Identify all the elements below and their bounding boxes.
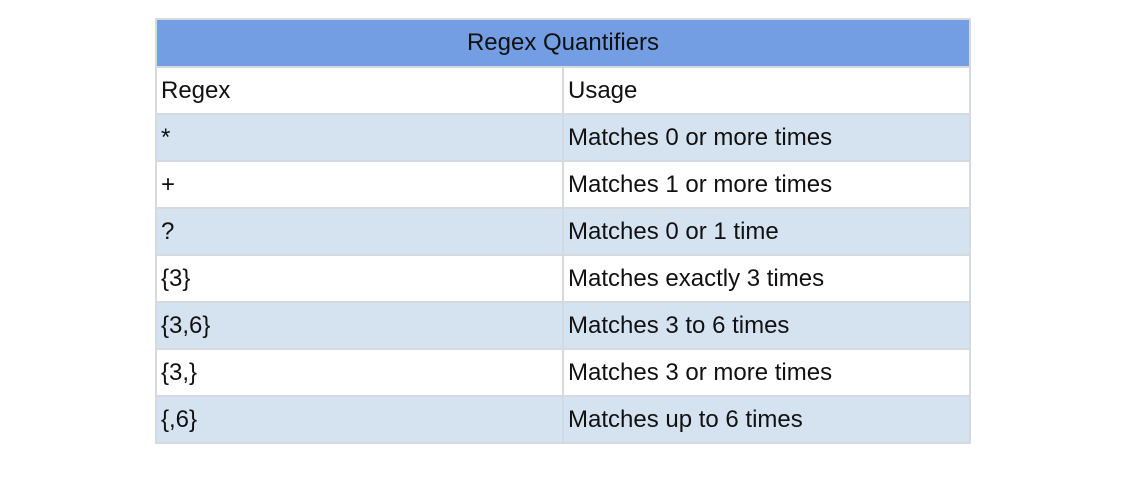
regex-cell: {3,6}: [155, 301, 564, 350]
usage-cell: Matches 0 or more times: [562, 113, 971, 162]
column-header-usage: Usage: [562, 66, 971, 115]
regex-quantifiers-table: Regex Quantifiers Regex Usage * Matches …: [155, 18, 971, 444]
table-row: {,6} Matches up to 6 times: [155, 395, 971, 444]
table-title: Regex Quantifiers: [155, 18, 971, 68]
regex-cell: {3}: [155, 254, 564, 303]
regex-cell: {3,}: [155, 348, 564, 397]
regex-cell: *: [155, 113, 564, 162]
usage-cell: Matches 0 or 1 time: [562, 207, 971, 256]
usage-cell: Matches 3 to 6 times: [562, 301, 971, 350]
table-row: {3} Matches exactly 3 times: [155, 254, 971, 303]
table-row: {3,} Matches 3 or more times: [155, 348, 971, 397]
regex-cell: +: [155, 160, 564, 209]
usage-cell: Matches exactly 3 times: [562, 254, 971, 303]
title-row: Regex Quantifiers: [155, 18, 971, 68]
table-row: {3,6} Matches 3 to 6 times: [155, 301, 971, 350]
table-row: + Matches 1 or more times: [155, 160, 971, 209]
regex-cell: ?: [155, 207, 564, 256]
usage-cell: Matches 1 or more times: [562, 160, 971, 209]
regex-cell: {,6}: [155, 395, 564, 444]
column-header-regex: Regex: [155, 66, 564, 115]
usage-cell: Matches 3 or more times: [562, 348, 971, 397]
usage-cell: Matches up to 6 times: [562, 395, 971, 444]
header-row: Regex Usage: [155, 66, 971, 115]
table-row: ? Matches 0 or 1 time: [155, 207, 971, 256]
table-row: * Matches 0 or more times: [155, 113, 971, 162]
